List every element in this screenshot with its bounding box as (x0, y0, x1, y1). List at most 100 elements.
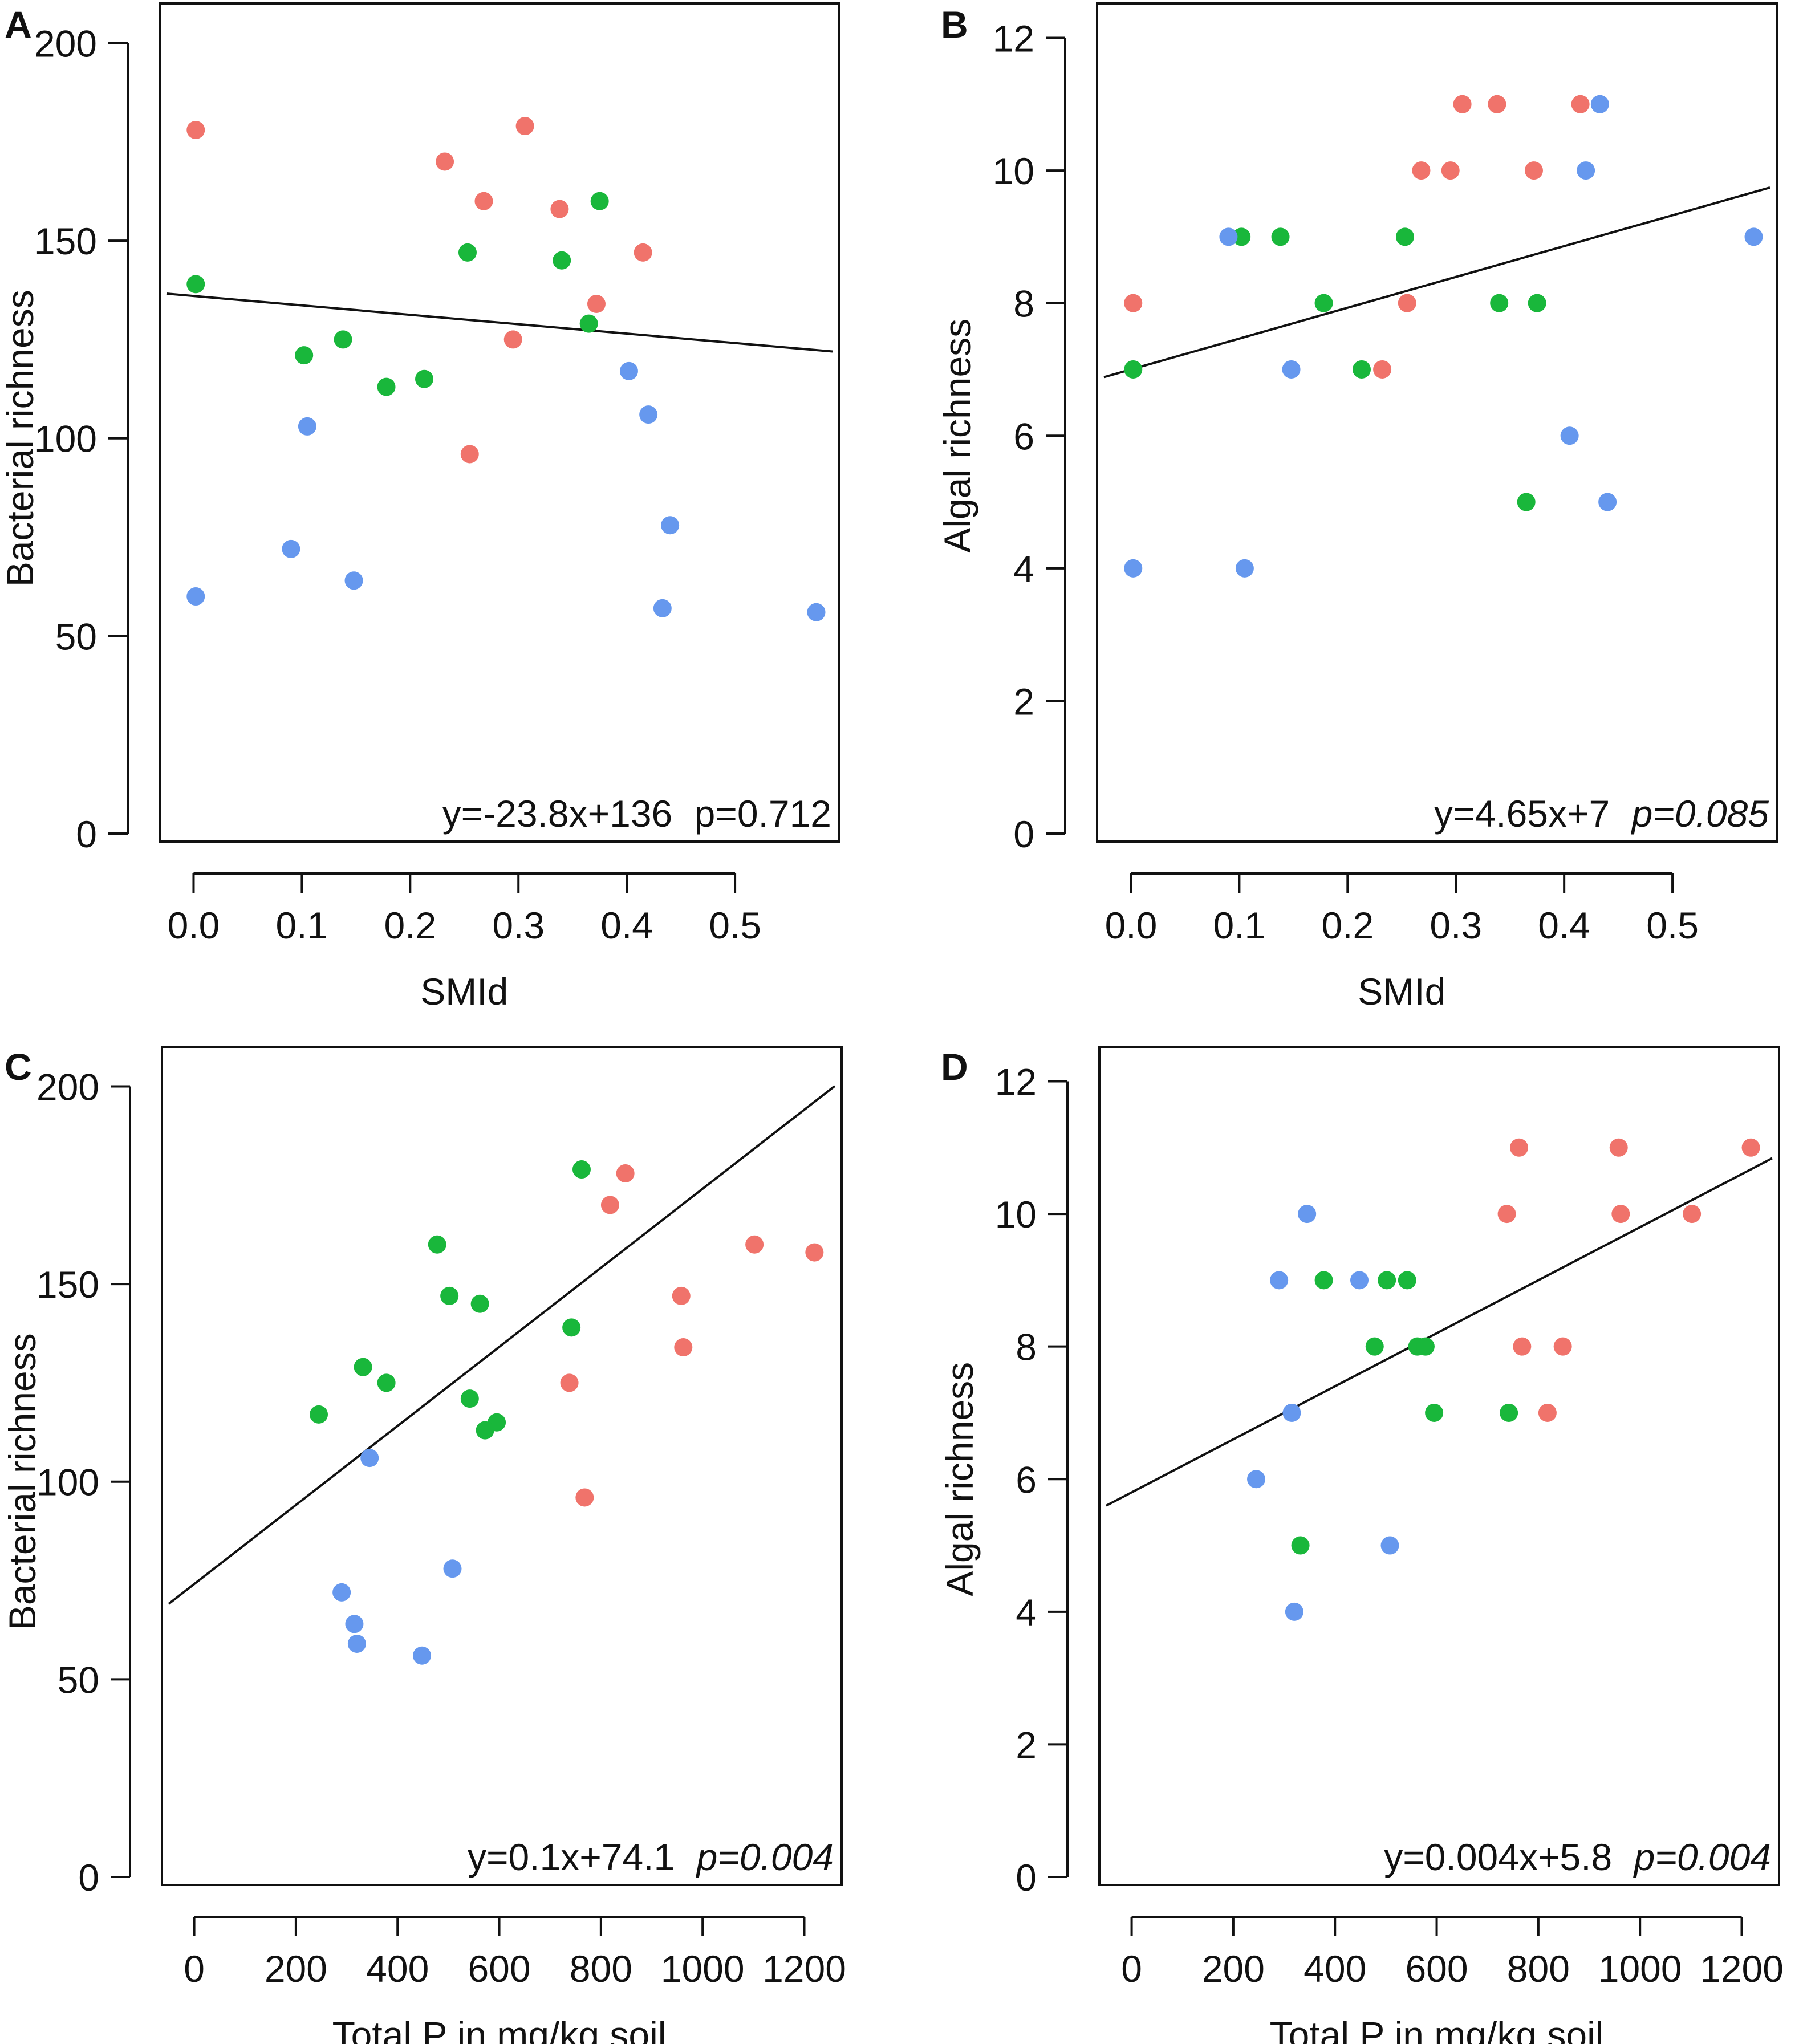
panel-a-point-blue (344, 571, 363, 590)
panel-d: 0 2 4 6 8 10 12 0 200 400 600 800 1000 1200 D Algal ric… (939, 1046, 1784, 2044)
panel-c-x-tick-label: 400 (366, 1948, 429, 1990)
panel-b-point-green (1395, 227, 1414, 246)
panel-a-x-axis-title: SMId (420, 970, 508, 1013)
panel-a-y-tick-label: 200 (34, 22, 97, 64)
panel-d-y-tick-label: 2 (1016, 1724, 1037, 1766)
panel-d-point-red (1611, 1205, 1630, 1224)
panel-c-x-tick-label: 600 (468, 1948, 530, 1990)
panel-b-y-tick-label: 12 (993, 18, 1034, 60)
panel-b-point-red (1398, 294, 1416, 312)
panel-b-x-tick-label: 0.2 (1321, 904, 1374, 946)
panel-d-point-blue (1282, 1403, 1301, 1422)
panel-c-point-green (572, 1160, 591, 1179)
panel-b-point-red (1571, 95, 1590, 113)
panel-a-fit-equation: y=-23.8x+136 (442, 793, 673, 835)
panel-a-point-green (590, 192, 609, 210)
panel-c-equation: y=0.1x+74.1 p=0.004 (468, 1836, 834, 1878)
panel-a-point-red (515, 117, 534, 136)
panel-d-point-red (1509, 1138, 1528, 1157)
panel-a-point-red (474, 192, 493, 210)
panel-a-point-blue (619, 361, 638, 380)
panel-c-plot-frame (161, 1046, 843, 1886)
panel-b-y-tick-label: 8 (1013, 283, 1034, 325)
panel-a-label: A (5, 3, 32, 46)
panel-a-x-tick-label: 0.4 (600, 904, 653, 946)
panel-b-point-red (1453, 95, 1472, 113)
panel-d-point-green (1398, 1271, 1416, 1290)
panel-a-point-blue (282, 539, 300, 558)
panel-d-point-red (1538, 1403, 1557, 1422)
panel-a-point-green (334, 330, 352, 349)
panel-d-x-tick-label: 600 (1405, 1948, 1468, 1990)
panel-b-point-green (1124, 360, 1143, 379)
panel-a-equation: y=-23.8x+136 p=0.712 (442, 793, 831, 835)
panel-a-point-red (436, 152, 454, 171)
panel-d-label: D (941, 1046, 968, 1088)
panel-b-x-tick-label: 0.0 (1105, 904, 1158, 946)
panel-b-point-red (1488, 95, 1506, 113)
panel-c-x-tick-label: 200 (265, 1948, 327, 1990)
panel-b-point-blue (1560, 426, 1579, 445)
panel-a-point-red (550, 200, 569, 218)
panel-d-y-axis-title: Algal richness (939, 1362, 981, 1596)
panel-a-point-green (295, 346, 314, 365)
panel-b-fit-equation: y=4.65x+7 (1434, 793, 1610, 835)
panel-a-point-blue (661, 516, 680, 535)
panel-a-point-green (377, 377, 396, 396)
panel-c-x-tick-label: 0 (184, 1948, 205, 1990)
panel-a-p-value: p=0.712 (695, 793, 831, 835)
panel-d-regression-line (1106, 1157, 1773, 1507)
panel-d-plot-frame (1098, 1046, 1780, 1886)
panel-a-point-red (634, 243, 652, 262)
panel-b-y-tick-label: 6 (1013, 415, 1034, 457)
panel-d-point-blue (1298, 1205, 1317, 1224)
panel-c-point-green (354, 1358, 372, 1376)
panel-b-x-tick-label: 0.4 (1538, 904, 1590, 946)
panel-a-point-red (503, 330, 522, 349)
panel-a-y-axis-title: Bacterial richness (0, 290, 41, 587)
panel-b-plot-frame (1096, 2, 1778, 843)
panel-c-point-blue (443, 1559, 462, 1578)
panel-d-x-tick-label: 1200 (1700, 1948, 1784, 1990)
panel-b-point-green (1490, 294, 1509, 312)
panel-d-p-value: p=0.004 (1633, 1836, 1771, 1878)
panel-b-point-red (1412, 161, 1431, 180)
panel-c-y-axis-title: Bacterial richness (1, 1333, 43, 1630)
panel-c-point-red (600, 1196, 619, 1214)
panel-a-point-green (579, 314, 598, 333)
panel-a-point-green (186, 275, 205, 294)
panel-d-point-red (1497, 1205, 1516, 1224)
panel-d-fit-equation: y=0.004x+5.8 (1384, 1836, 1612, 1878)
panel-b-point-green (1528, 294, 1546, 312)
panel-c-point-red (674, 1338, 693, 1357)
panel-b-point-red (1373, 360, 1392, 379)
panel-c-label: C (5, 1046, 32, 1088)
panel-b-regression-line (1103, 186, 1770, 379)
panel-c-point-blue (332, 1583, 351, 1602)
panel-b-point-blue (1744, 227, 1763, 246)
panel-c-point-red (616, 1164, 635, 1182)
panel-d-point-green (1425, 1403, 1444, 1422)
panel-c-point-green (440, 1286, 459, 1305)
panel-d-y-tick-label: 4 (1016, 1591, 1037, 1633)
panel-b-point-green (1271, 227, 1290, 246)
panel-a-y-tick-label: 0 (76, 813, 97, 855)
panel-a-plot-frame (159, 2, 840, 843)
panel-c-point-red (745, 1235, 764, 1254)
panel-b-point-blue (1235, 559, 1254, 578)
panel-b-y-tick-label: 10 (993, 150, 1034, 192)
panel-c-x-axis-title: Total P in mg/kg soil (332, 2014, 667, 2044)
panel-c-point-blue (347, 1634, 366, 1653)
panel-b: 0 2 4 6 8 10 12 0.0 0.1 0.2 0.3 0.4 0.5 B Algal richne… (936, 2, 1778, 1013)
panel-d-x-axis-title: Total P in mg/kg soil (1270, 2014, 1604, 2044)
panel-c-point-green (310, 1405, 328, 1424)
panel-d-y-tick-label: 12 (995, 1061, 1037, 1103)
panel-c-y-tick-label: 50 (58, 1659, 99, 1701)
panel-b-point-green (1232, 227, 1251, 246)
panel-b-point-red (1441, 161, 1460, 180)
panel-a-point-red (460, 445, 479, 464)
panel-c-point-blue (413, 1646, 432, 1665)
panel-d-point-green (1500, 1403, 1518, 1422)
panel-d-point-blue (1285, 1602, 1303, 1621)
